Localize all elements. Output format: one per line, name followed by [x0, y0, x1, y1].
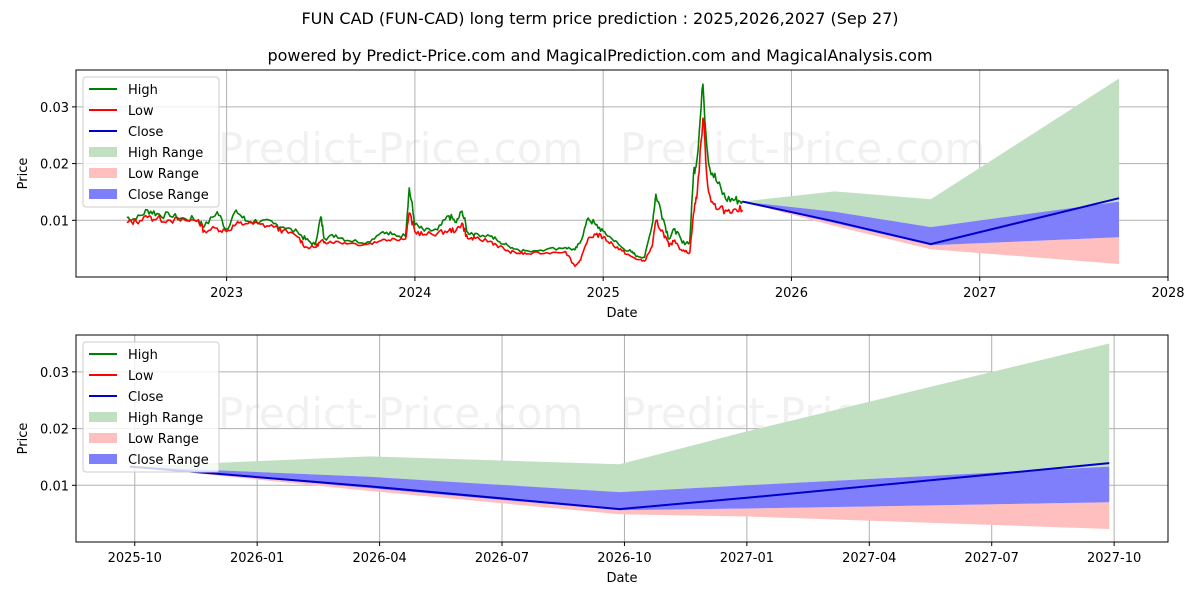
x-tick-label: 2025-10	[108, 551, 162, 566]
chart-subtitle: powered by Predict-Price.com and Magical…	[267, 46, 933, 65]
legend-item-high: High	[128, 83, 158, 98]
svg-text:Predict-Price.com: Predict-Price.com	[218, 124, 583, 173]
legend-item-low-range: Low Range	[128, 432, 199, 447]
x-tick-label: 2026-04	[352, 551, 406, 566]
legend: High Low Close High Range Low Range Close Ran…	[82, 76, 220, 208]
x-tick-label: 2028	[1151, 286, 1184, 301]
high-range-area	[129, 343, 1110, 493]
y-tick-label: 0.02	[40, 423, 69, 438]
y-tick-label: 0.01	[40, 214, 69, 229]
y-tick-label: 0.03	[40, 366, 69, 381]
x-axis-label: Date	[606, 306, 637, 321]
close-line	[742, 197, 1120, 246]
legend-item-close-range: Close Range	[128, 188, 209, 203]
x-tick-label: 2027-07	[965, 551, 1019, 566]
x-tick-label: 2027-01	[720, 551, 774, 566]
close-range-area	[742, 201, 1120, 246]
legend-item-low-range: Low Range	[128, 167, 199, 182]
x-axis: 2023 2024 2025 2026 2027 2028 Date	[210, 277, 1185, 321]
low-range-area	[742, 201, 1120, 264]
x-tick-label: 2026-10	[597, 551, 651, 566]
x-tick-label: 2025	[587, 286, 620, 301]
x-tick-label: 2027-10	[1087, 551, 1141, 566]
plot-frame	[75, 334, 1169, 543]
legend-item-close: Close	[128, 125, 163, 140]
legend: High Low Close High Range Low Range Close Ran…	[82, 341, 220, 473]
legend-item-close: Close	[128, 390, 163, 405]
x-tick-label: 2024	[398, 286, 431, 301]
x-tick-label: 2026-07	[475, 551, 529, 566]
chart-title: FUN CAD (FUN-CAD) long term price predic…	[301, 9, 899, 28]
y-tick-label: 0.03	[40, 101, 69, 116]
legend-item-high: High	[128, 348, 158, 363]
y-axis-label: Price	[16, 423, 31, 455]
legend-item-high-range: High Range	[128, 146, 203, 161]
chart-panel-forecast-zoom: Predict-Price.com Predict-Price.com2025-1…	[16, 334, 1169, 586]
high-line	[126, 83, 744, 259]
low-line	[126, 117, 744, 268]
legend-item-high-range: High Range	[128, 411, 203, 426]
close-range-area	[129, 466, 1110, 511]
x-tick-label: 2026	[775, 286, 808, 301]
y-axis-label: Price	[16, 158, 31, 190]
x-tick-label: 2023	[210, 286, 243, 301]
legend-item-low: Low	[128, 104, 154, 119]
y-axis: 0.01 0.02 0.03 Price	[16, 101, 76, 229]
close-line	[129, 462, 1110, 511]
svg-text:Predict-Price.com: Predict-Price.com	[218, 389, 583, 438]
y-tick-label: 0.01	[40, 479, 69, 494]
y-tick-label: 0.02	[40, 158, 69, 173]
watermark: Predict-Price.com Predict-Price.com	[218, 124, 985, 173]
high-range-area	[742, 78, 1120, 228]
x-tick-label: 2026-01	[230, 551, 284, 566]
svg-text:Predict-Price.com: Predict-Price.com	[620, 124, 985, 173]
x-axis: 2025-10 2026-01 2026-04 2026-07 2026-10 2027-…	[108, 542, 1141, 586]
x-tick-label: 2027-04	[842, 551, 896, 566]
x-axis-label: Date	[606, 571, 637, 586]
legend-item-close-range: Close Range	[128, 453, 209, 468]
low-range-area	[129, 466, 1110, 529]
x-tick-label: 2027	[963, 286, 996, 301]
legend-item-low: Low	[128, 369, 154, 384]
plot-frame	[75, 69, 1169, 278]
y-axis: 0.01 0.02 0.03 Price	[16, 366, 76, 494]
